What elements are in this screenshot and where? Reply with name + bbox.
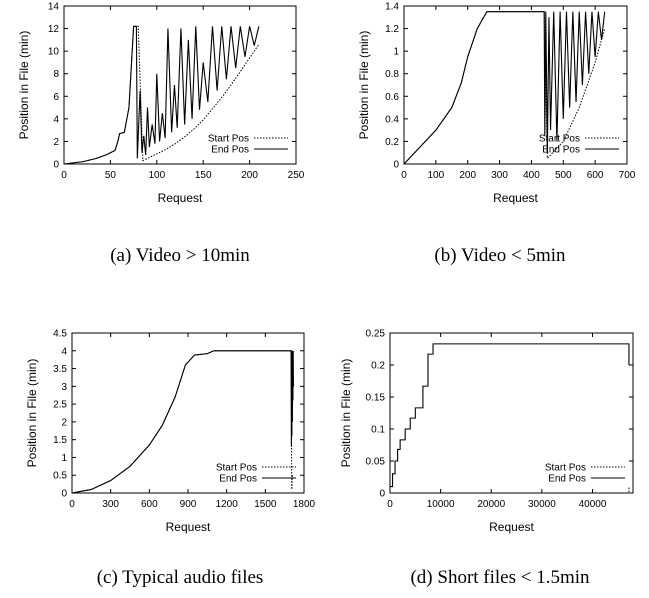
y-axis-label: Position in File (min) — [357, 31, 371, 140]
y-tick-label: 1 — [393, 47, 399, 58]
y-axis-label: Position in File (min) — [25, 359, 39, 468]
x-tick-label: 100 — [428, 170, 445, 181]
y-tick-label: 1 — [61, 453, 67, 464]
x-tick-label: 200 — [459, 170, 476, 181]
x-tick-label: 0 — [69, 499, 75, 510]
y-tick-label: 0.1 — [371, 425, 385, 436]
y-tick-label: 0.5 — [53, 471, 67, 482]
x-tick-label: 100 — [148, 170, 165, 181]
plot-frame — [71, 332, 305, 494]
caption-a: (a) Video > 10min — [110, 245, 250, 266]
x-tick-label: 900 — [180, 499, 197, 510]
x-tick-label: 1800 — [293, 499, 316, 510]
y-tick-label: 0.6 — [385, 92, 399, 103]
x-axis-label: Request — [166, 520, 211, 534]
series-line-start-pos — [63, 25, 260, 165]
x-axis-label: Request — [158, 191, 203, 205]
y-tick-label: 0.8 — [385, 69, 399, 80]
x-tick-label: 0 — [401, 170, 407, 181]
plot-frame — [63, 5, 297, 165]
chart-c: 0 300 600 900 1200 1500 1800 0 0.5 1 1.5 2 2.5 3 3.5 4 4… — [25, 329, 316, 535]
x-tick-label: 20000 — [477, 499, 505, 510]
y-tick-label: 6 — [53, 92, 59, 103]
plot-frame — [389, 332, 634, 494]
x-tick-label: 300 — [102, 499, 119, 510]
caption-c: (c) Typical audio files — [96, 567, 264, 588]
legend-label: Start Pos — [545, 463, 586, 474]
series-line-end-pos — [390, 343, 630, 488]
plot-frame — [403, 5, 628, 165]
y-tick-label: 12 — [48, 24, 60, 35]
caption-d: (d) Short files < 1.5min — [410, 567, 590, 588]
y-tick-label: 0.2 — [371, 361, 385, 372]
legend-label: End Pos — [542, 145, 580, 156]
y-tick-label: 1.2 — [385, 24, 399, 35]
x-axis-label: Request — [493, 191, 538, 205]
y-tick-label: 0 — [53, 160, 59, 171]
chart-d: 0 10000 20000 30000 40000 0 0.05 0.1 0.15 0.2 0.25… — [339, 329, 634, 534]
y-tick-label: 1.5 — [53, 435, 67, 446]
x-tick-label: 0 — [61, 170, 67, 181]
y-tick-label: 0.4 — [385, 114, 399, 125]
legend-label: Start Pos — [539, 134, 580, 145]
legend-label: Start Pos — [208, 134, 249, 145]
series-line-end-pos — [63, 25, 260, 165]
y-tick-label: 3.5 — [53, 364, 67, 375]
y-tick-label: 4 — [53, 114, 59, 125]
series-line-start-pos — [390, 486, 630, 494]
series-line-start-pos — [71, 350, 293, 494]
chart-a: 0 50 100 150 200 250 0 2 4 6 8 10 12 14 Request Positio… — [17, 2, 305, 206]
legend-label: End Pos — [211, 145, 249, 156]
x-axis-label: Request — [489, 520, 534, 534]
x-tick-label: 600 — [141, 499, 158, 510]
x-tick-label: 300 — [491, 170, 508, 181]
y-tick-label: 0.15 — [366, 393, 386, 404]
y-tick-label: 0.05 — [366, 457, 386, 468]
x-tick-label: 250 — [288, 170, 305, 181]
y-tick-label: 0.25 — [366, 329, 386, 340]
y-tick-label: 14 — [48, 2, 60, 13]
legend-label: End Pos — [219, 474, 257, 485]
y-tick-label: 2 — [61, 417, 67, 428]
y-tick-label: 4 — [61, 346, 67, 357]
x-tick-label: 30000 — [528, 499, 556, 510]
y-axis-label: Position in File (min) — [339, 359, 353, 468]
x-tick-label: 400 — [523, 170, 540, 181]
series-line-end-pos — [71, 350, 294, 494]
chart-panel-b: 0 100 200 300 400 500 600 700 0 0.2 0.4 0.6 0.8 1 1.2 1… — [330, 0, 649, 299]
chart-b: 0 100 200 300 400 500 600 700 0 0.2 0.4 0.6 0.8 1 1.2 1… — [357, 2, 636, 206]
x-tick-label: 10000 — [427, 499, 455, 510]
y-tick-label: 0.2 — [385, 137, 399, 148]
y-tick-label: 0 — [393, 160, 399, 171]
y-tick-label: 3 — [61, 382, 67, 393]
y-tick-label: 0 — [379, 489, 385, 500]
legend-label: Start Pos — [216, 463, 257, 474]
x-tick-label: 150 — [195, 170, 212, 181]
y-tick-label: 8 — [53, 69, 59, 80]
x-tick-label: 500 — [555, 170, 572, 181]
caption-b: (b) Video < 5min — [434, 245, 566, 266]
x-tick-label: 0 — [387, 499, 393, 510]
y-tick-label: 10 — [48, 47, 60, 58]
x-tick-label: 40000 — [579, 499, 607, 510]
x-tick-label: 200 — [241, 170, 258, 181]
x-tick-label: 600 — [587, 170, 604, 181]
y-axis-label: Position in File (min) — [17, 31, 31, 140]
y-tick-label: 4.5 — [53, 329, 67, 340]
legend-label: End Pos — [548, 474, 586, 485]
y-tick-label: 2.5 — [53, 400, 67, 411]
x-tick-label: 700 — [619, 170, 636, 181]
x-tick-label: 1200 — [216, 499, 239, 510]
x-tick-label: 1500 — [254, 499, 277, 510]
chart-panel-c: 0 300 600 900 1200 1500 1800 0 0.5 1 1.5 2 2.5 3 3.5 4 4… — [0, 320, 325, 598]
x-tick-label: 50 — [105, 170, 117, 181]
y-tick-label: 1.4 — [385, 2, 399, 13]
y-tick-label: 2 — [53, 137, 59, 148]
y-tick-label: 0 — [61, 489, 67, 500]
chart-panel-d: 0 10000 20000 30000 40000 0 0.05 0.1 0.15 0.2 0.25… — [330, 320, 649, 598]
series-line-end-pos — [403, 11, 606, 165]
chart-panel-a: 0 50 100 150 200 250 0 2 4 6 8 10 12 14 Request Positio… — [0, 0, 325, 299]
